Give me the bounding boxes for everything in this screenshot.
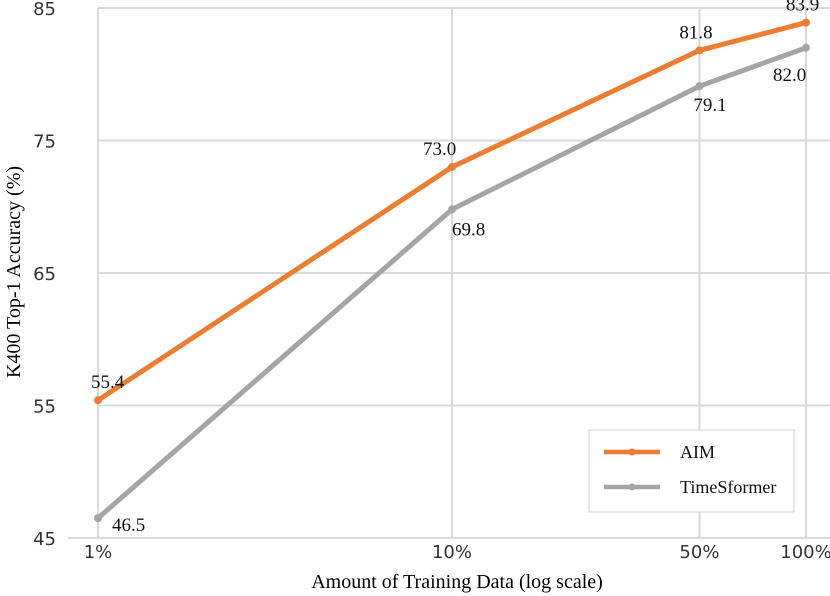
data-label: 46.5 [112,515,145,536]
data-point [94,396,102,405]
data-point [94,514,102,523]
grid [68,7,830,539]
y-tick-label: 65 [33,264,56,285]
data-label: 82.0 [773,65,806,86]
data-point [802,43,810,52]
x-tick-label: 10% [432,542,472,563]
y-tick-label: 85 [33,0,56,20]
data-point [695,82,704,91]
data-label: 83.9 [786,0,819,16]
data-label: 79.1 [693,95,726,116]
data-label: 81.8 [679,22,712,43]
series-layer [94,18,810,523]
x-tick-label: 50% [679,542,719,563]
x-tick-label: 1% [84,542,113,563]
y-tick-label: 45 [33,529,56,550]
y-tick-label: 75 [33,132,56,153]
y-axis-title: K400 Top-1 Accuracy (%) [3,166,25,378]
legend: AIM TimeSformer [588,429,795,513]
x-tick-labels: 1% 10% 50% 100% [84,542,830,563]
legend-box [588,429,795,513]
data-point [448,163,456,171]
y-tick-label: 55 [33,397,56,418]
data-point [695,46,704,55]
data-label: 69.8 [452,219,485,240]
x-tick-label: 100% [780,542,830,563]
data-label: 55.4 [91,372,125,393]
x-axis-title: Amount of Training Data (log scale) [311,571,603,593]
legend-label-aim: AIM [680,442,715,462]
data-point [448,205,456,214]
legend-marker-timesformer [628,483,636,491]
data-point [802,18,810,27]
legend-label-timesformer: TimeSformer [680,477,776,497]
y-tick-labels: 45 55 65 75 85 [33,0,56,550]
legend-marker-aim [628,448,636,456]
data-label: 73.0 [423,139,456,160]
series-line-aim [95,20,809,403]
data-labels: 55.4 73.0 81.8 83.9 46.5 69.8 79.1 82.0 [91,0,819,536]
series-line-timesformer [95,45,809,521]
